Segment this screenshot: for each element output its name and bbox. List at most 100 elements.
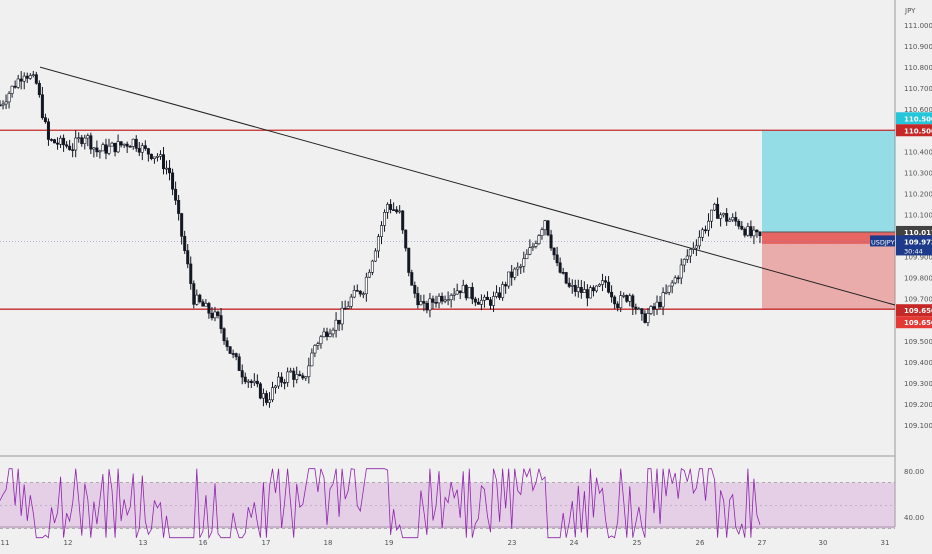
candle-body (395, 209, 399, 213)
candle-body (597, 284, 601, 287)
rsi-line (0, 467, 761, 540)
candle-body (425, 303, 429, 311)
candle-body (594, 285, 598, 292)
price-tick-label: 111.000 (904, 22, 932, 30)
candle-body (74, 137, 78, 151)
candle-body (740, 225, 744, 230)
candle-body (758, 231, 762, 236)
position-entry-band (762, 231, 895, 244)
candle-body (49, 139, 53, 141)
candle-body (746, 226, 750, 236)
candle-body (162, 154, 166, 170)
price-tick-label: 110.100 (904, 211, 932, 219)
position-profit-zone[interactable] (762, 130, 895, 232)
candle-body (540, 229, 544, 236)
candle-body (171, 172, 175, 190)
candle-body (207, 303, 211, 314)
candle-body (361, 293, 365, 296)
candle-body (555, 254, 559, 264)
candle-body (716, 203, 720, 219)
candle-body (10, 85, 14, 94)
rsi-tick-label: 40.00 (904, 514, 924, 522)
candle-body (579, 287, 583, 293)
candle-body (398, 210, 402, 213)
candle-body (561, 272, 565, 274)
candle-body (40, 94, 44, 118)
price-tick-label: 110.800 (904, 64, 932, 72)
candle-body (473, 298, 477, 303)
candle-body (434, 302, 438, 304)
candle-body (485, 296, 489, 301)
candle-body (131, 138, 135, 147)
rsi-tick-label: 80.00 (904, 468, 924, 476)
candle-body (667, 285, 671, 293)
candle-body (446, 299, 450, 301)
candle-body (591, 287, 595, 292)
candle-body (280, 376, 284, 383)
candle-body (264, 393, 268, 403)
price-pane (0, 0, 895, 456)
candle-body (204, 303, 208, 307)
candle-body (310, 352, 314, 367)
candle-body (59, 137, 63, 145)
candle-body (316, 343, 320, 346)
candle-body (610, 291, 614, 298)
candle-body (495, 292, 499, 297)
candle-body (685, 255, 689, 260)
candle-body (413, 285, 417, 294)
candle-body (679, 264, 683, 279)
candle-body (407, 247, 411, 273)
candle-body (476, 301, 480, 305)
candle-body (670, 282, 674, 287)
candle-body (688, 249, 692, 257)
countdown-tag: 30:44 (904, 247, 923, 255)
candle-body (222, 328, 226, 342)
candle-body (419, 301, 423, 306)
candle-body (155, 155, 159, 158)
candle-body (137, 148, 141, 153)
candle-body (56, 142, 60, 145)
candle-body (570, 285, 574, 287)
candle-body (234, 353, 238, 358)
candle-body (237, 356, 241, 371)
candle-body (461, 285, 465, 294)
candle-body (92, 147, 96, 150)
candle-body (628, 295, 632, 302)
candle-body (174, 188, 178, 201)
candle-body (277, 376, 281, 387)
candle-body (604, 280, 608, 283)
candle-body (467, 287, 471, 299)
level-tag-upper-bg (896, 124, 932, 137)
candle-body (298, 374, 302, 376)
candle-body (322, 331, 326, 338)
candle-body (110, 142, 114, 147)
candle-body (101, 144, 105, 152)
trendline[interactable] (39, 66, 896, 306)
candle-body (328, 333, 332, 337)
candle-body (743, 228, 747, 236)
candle-body (379, 225, 383, 237)
candle-body (258, 383, 262, 399)
candle-body (304, 376, 308, 379)
candle-body (107, 145, 111, 154)
candle-body (437, 295, 441, 304)
candle-body (431, 298, 435, 303)
candle-body (710, 209, 714, 222)
candle-body (228, 346, 232, 354)
target-price-tag-bg (896, 112, 932, 125)
candle-body (4, 101, 8, 105)
candle-body (601, 280, 605, 285)
candle-body (691, 247, 695, 250)
time-tick-label: 27 (758, 539, 767, 547)
candle-body (392, 209, 396, 211)
price-tick-label: 110.600 (904, 106, 932, 114)
candle-body (488, 299, 492, 306)
entry-price-tag-bg (896, 225, 932, 238)
candle-body (16, 78, 20, 88)
candle-body (261, 393, 265, 399)
candle-body (697, 236, 701, 247)
price-tick-label: 109.400 (904, 359, 932, 367)
candle-body (146, 148, 150, 155)
